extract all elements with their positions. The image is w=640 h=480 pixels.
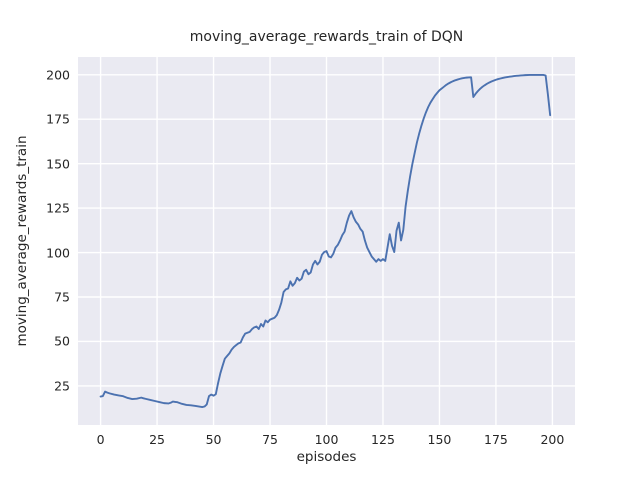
y-tick-label: 100 xyxy=(46,245,70,261)
y-tick-label: 125 xyxy=(46,200,70,216)
x-tick-label: 175 xyxy=(483,432,508,447)
x-axis-label: episodes xyxy=(296,449,357,465)
chart-title: moving_average_rewards_train of DQN xyxy=(189,29,464,45)
x-tick-label: 0 xyxy=(96,432,105,447)
x-tick-label: 75 xyxy=(262,432,278,447)
y-tick-label: 200 xyxy=(46,67,70,83)
y-tick-label: 50 xyxy=(54,333,70,349)
y-tick-label: 175 xyxy=(46,111,70,127)
x-tick-label: 125 xyxy=(371,432,395,447)
x-tick-label: 150 xyxy=(427,432,452,447)
x-tick-label: 200 xyxy=(540,432,565,447)
x-tick-label: 100 xyxy=(314,432,339,447)
y-tick-label: 150 xyxy=(46,156,70,172)
x-tick-label: 50 xyxy=(205,432,222,447)
y-tick-label: 75 xyxy=(54,289,70,305)
y-tick-label: 25 xyxy=(54,378,70,394)
plot-area xyxy=(78,57,575,425)
dqn-reward-line xyxy=(99,74,552,408)
x-tick-label: 25 xyxy=(149,432,166,447)
